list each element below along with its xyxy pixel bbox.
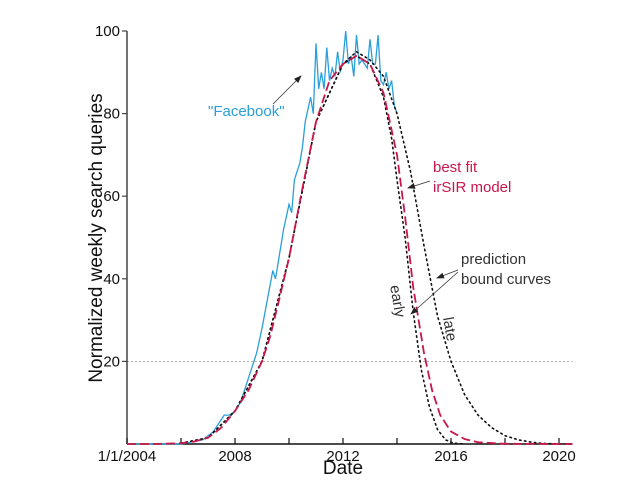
annotation-early: early [386, 284, 408, 319]
annotation-irsir-model: irSIR model [433, 179, 511, 196]
x-tick-label: 1/1/2004 [98, 448, 156, 465]
x-tick-label: 2012 [326, 448, 359, 465]
x-tick-label: 2020 [542, 448, 575, 465]
annotation-late: late [439, 316, 460, 343]
annotation-prediction: prediction [461, 251, 526, 268]
x-tick-label: 2016 [434, 448, 467, 465]
annotations: "Facebook" best fit irSIR model predicti… [208, 75, 551, 343]
arrow-bound-late [436, 269, 459, 279]
series-late [180, 50, 574, 445]
series-best-fit-irsir-model [127, 54, 573, 445]
y-tick-label: 20 [103, 353, 120, 370]
y-ticks: 20 40 60 80 100 [95, 23, 127, 370]
y-axis-title: Normalized weekly search queries [86, 93, 107, 382]
axes [126, 31, 573, 445]
y-tick-label: 60 [103, 188, 120, 205]
arrow-bound-early [410, 271, 459, 315]
annotation-best-fit: best fit [433, 159, 478, 176]
y-tick-label: 40 [103, 271, 120, 288]
arrow-facebook [272, 75, 302, 105]
arrow-best-fit [407, 180, 431, 189]
series [127, 30, 574, 445]
annotation-bound-curves: bound curves [461, 271, 551, 288]
x-tick-label: 2008 [218, 448, 251, 465]
annotation-facebook: "Facebook" [208, 103, 285, 120]
y-tick-label: 80 [103, 106, 120, 123]
y-tick-label: 100 [95, 23, 120, 40]
x-ticks: 1/1/2004 2008 2012 2016 2020 [98, 438, 576, 465]
x-axis-title: Date [323, 458, 363, 479]
series-facebook [127, 30, 398, 445]
